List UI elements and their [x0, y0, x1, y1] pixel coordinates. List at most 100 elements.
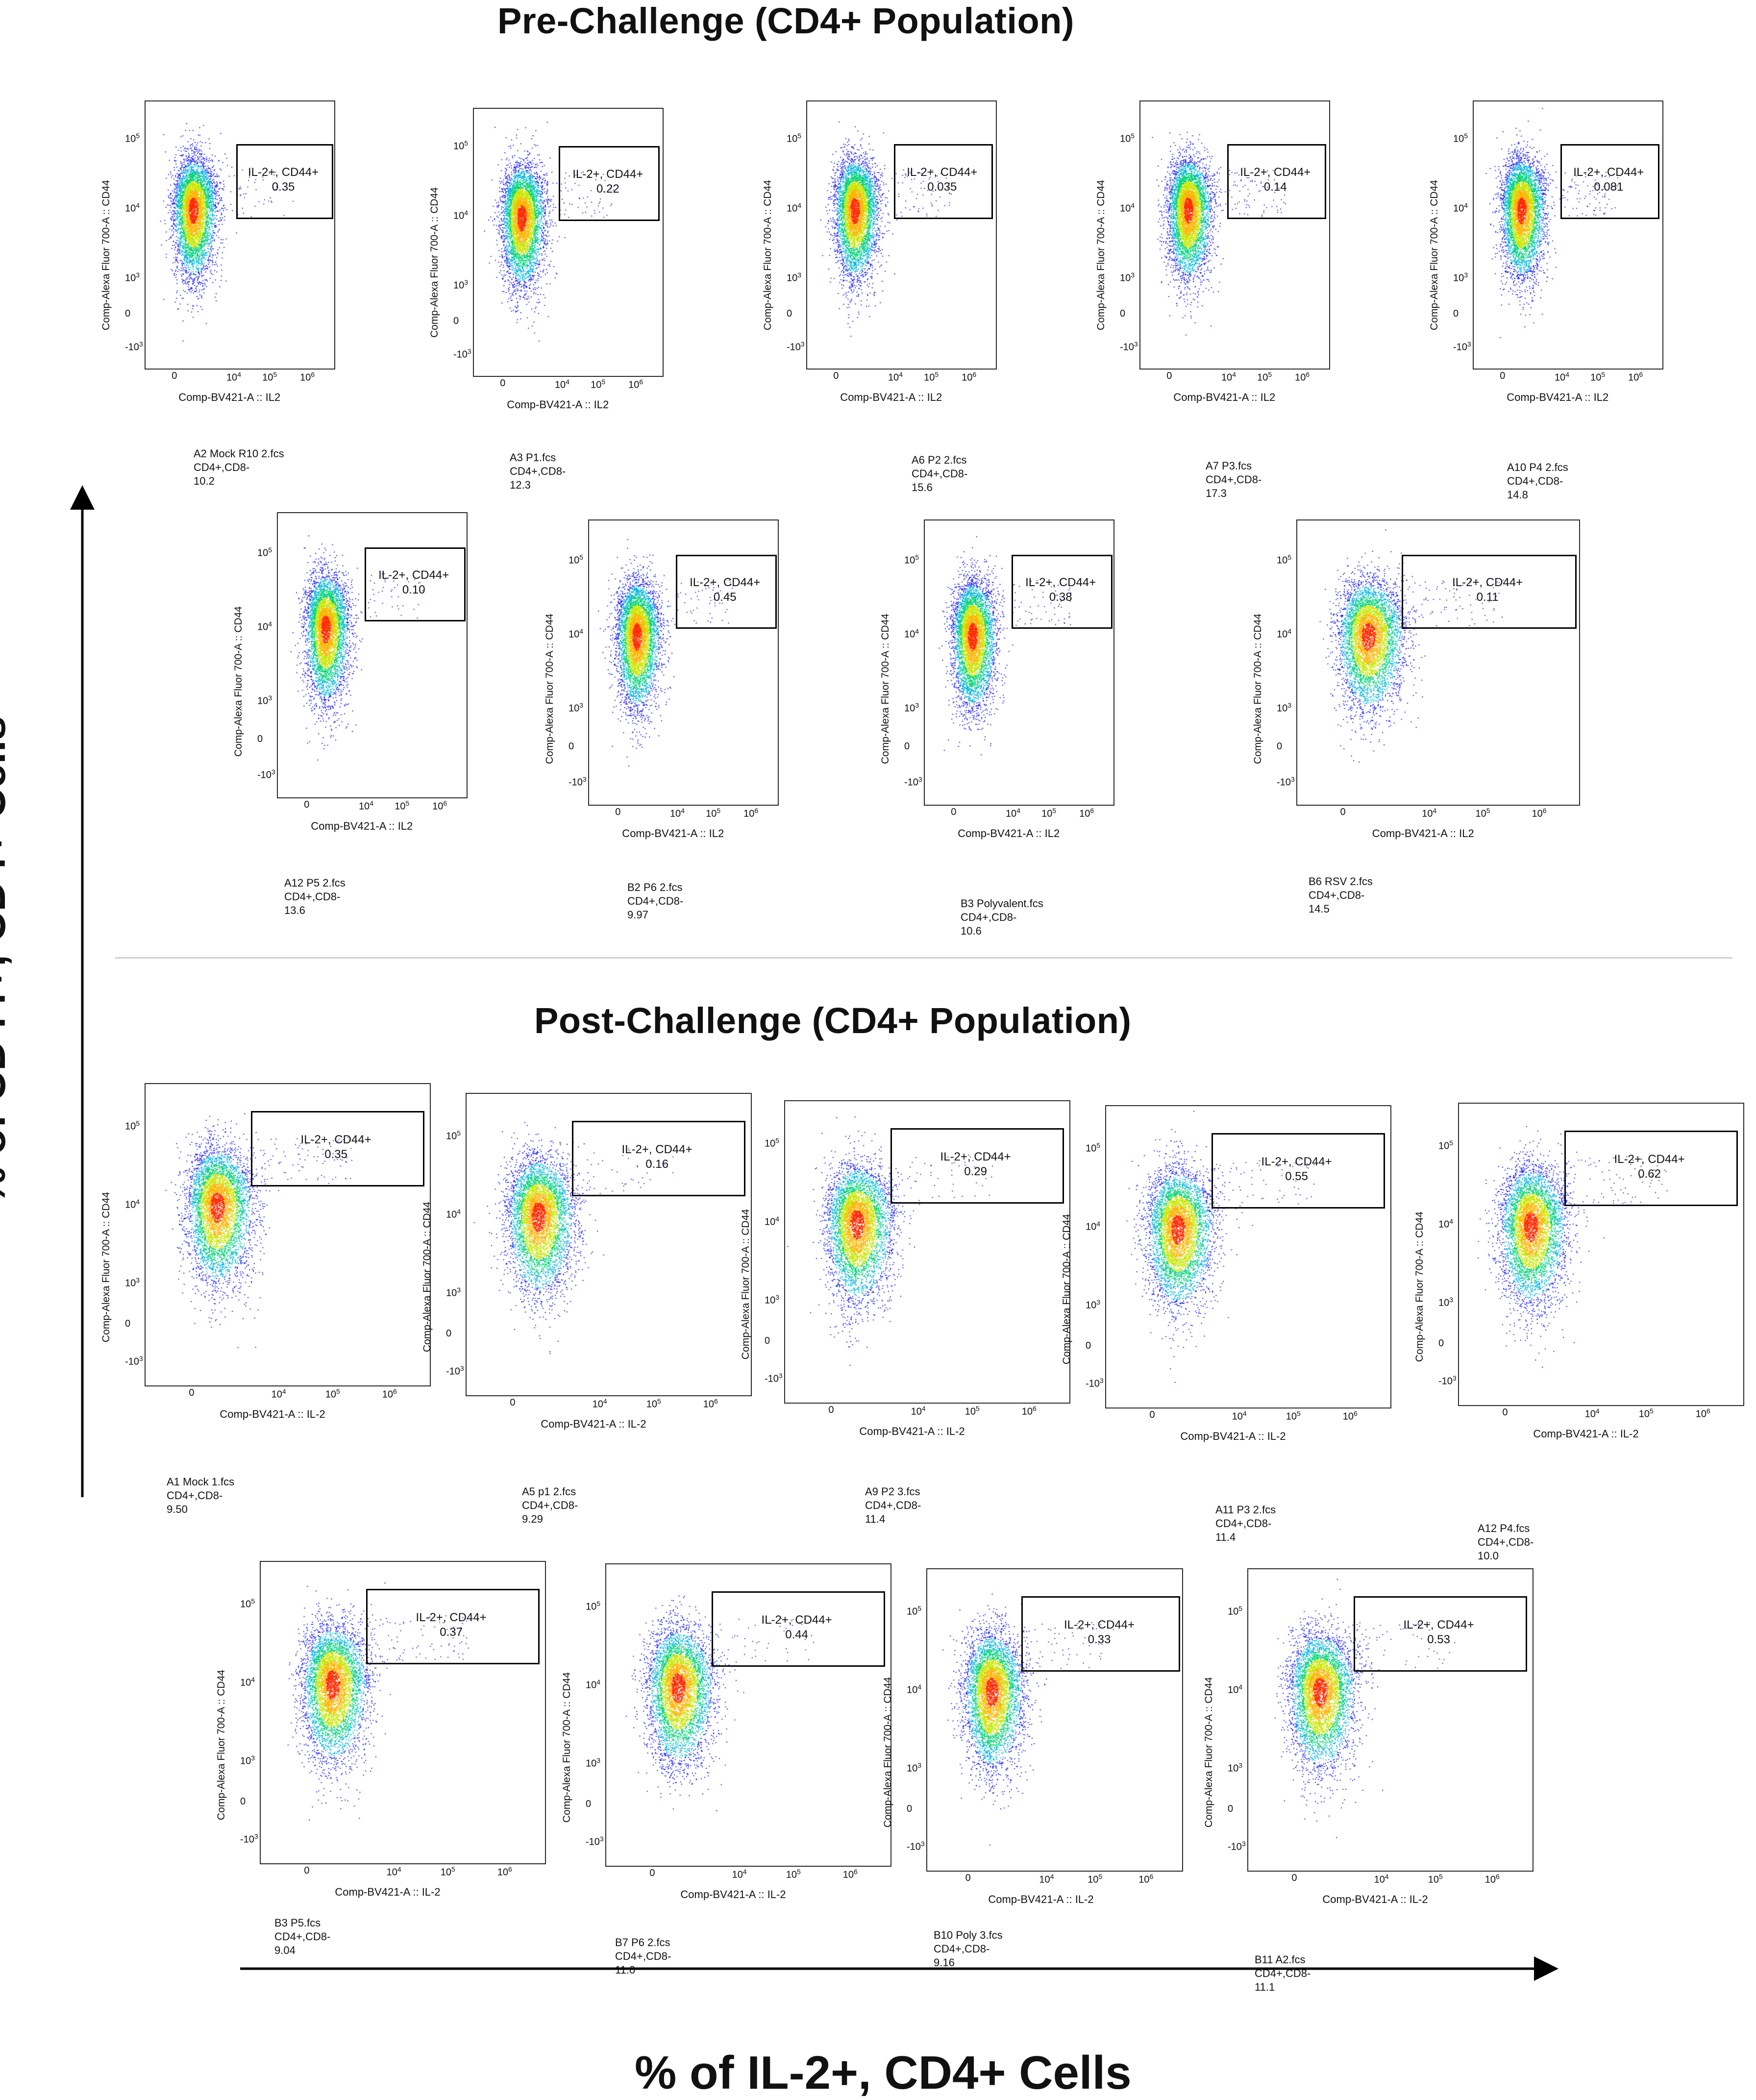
y-tick-label: 104	[1277, 627, 1292, 640]
gate-name: IL-2+, CD44+	[416, 1610, 487, 1624]
caption-title: A10 P4 2.fcs	[1507, 461, 1568, 473]
x-axis-label: Comp-BV421-A :: IL-2	[680, 1888, 786, 1901]
y-tick-label: -103	[569, 775, 587, 788]
caption-population: CD4+,CD8-	[961, 911, 1017, 923]
gate-percentage: 0.11	[1476, 591, 1499, 604]
gate-name: IL-2+, CD44+	[572, 168, 643, 181]
y-tick-label: 105	[1228, 1605, 1243, 1617]
y-tick-label: 104	[765, 1215, 780, 1228]
x-tick-label: 105	[924, 371, 939, 383]
density-scatter	[925, 520, 1113, 805]
y-axis-label: Comp-Alexa Fluor 700-A :: CD44	[882, 1677, 893, 1828]
y-tick-label: 104	[907, 1683, 922, 1696]
gate-name: IL-2+, CD44+	[690, 576, 761, 590]
y-tick-label: -103	[1453, 340, 1471, 353]
y-tick-label: 105	[1453, 132, 1468, 145]
y-tick-label: 0	[569, 741, 574, 752]
caption-population-value: 9.16	[934, 1956, 955, 1969]
gate-percentage: 0.38	[1049, 591, 1072, 604]
x-tick-label: 106	[300, 371, 315, 383]
caption-population: CD4+,CD8-	[1309, 889, 1365, 901]
caption-population-value: 17.3	[1206, 487, 1227, 499]
y-tick-label: 104	[125, 1198, 140, 1211]
x-tick-label: 104	[888, 371, 903, 383]
x-tick-label: 105	[786, 1868, 801, 1880]
y-tick-label: 103	[1453, 271, 1468, 284]
density-scatter	[1248, 1569, 1533, 1871]
caption-population-value: 10.0	[1478, 1550, 1499, 1562]
x-axis-label: Comp-BV421-A :: IL-2	[541, 1418, 646, 1430]
sample-caption: A5 p1 2.fcs CD4+,CD8- 9.29	[522, 1485, 578, 1526]
y-tick-label: 103	[1228, 1761, 1243, 1774]
sample-caption: A9 P2 3.fcs CD4+,CD8- 11.4	[865, 1485, 921, 1526]
x-tick-label: 106	[1484, 1873, 1500, 1885]
gate-name: IL-2+, CD44+	[940, 1150, 1011, 1163]
x-tick-label: 104	[592, 1397, 607, 1410]
y-tick-label: 0	[240, 1796, 246, 1807]
gate-name: IL-2+, CD44+	[378, 568, 449, 582]
y-tick-label: -103	[446, 1364, 464, 1377]
y-tick-label: -103	[453, 347, 471, 361]
x-axis-label: Comp-BV421-A :: IL-2	[988, 1893, 1094, 1905]
density-scatter	[467, 1094, 751, 1395]
x-tick-label: 104	[554, 378, 569, 391]
x-tick-label: 0	[828, 1405, 834, 1415]
x-axis-label: Comp-BV421-A :: IL2	[622, 827, 724, 840]
x-tick-label: 105	[1638, 1407, 1654, 1420]
gate-box	[365, 547, 466, 621]
y-tick-label: 104	[125, 201, 140, 214]
density-scatter	[261, 1562, 545, 1863]
gate-name: IL-2+, CD44+	[248, 166, 319, 179]
x-tick-label: 0	[649, 1868, 655, 1878]
x-tick-label: 104	[358, 799, 373, 812]
y-tick-label: 104	[569, 627, 584, 640]
x-tick-label: 104	[386, 1865, 401, 1878]
x-tick-label: 106	[703, 1397, 718, 1410]
y-tick-label: 104	[240, 1676, 255, 1688]
y-tick-label: 104	[1086, 1220, 1101, 1233]
y-tick-label: -103	[907, 1839, 925, 1853]
y-tick-label: 0	[1228, 1804, 1234, 1814]
y-tick-label: -103	[1120, 340, 1138, 353]
x-axis-label: Comp-BV421-A :: IL2	[958, 827, 1060, 840]
y-axis-label: Comp-Alexa Fluor 700-A :: CD44	[1252, 613, 1263, 764]
x-tick-label: 106	[1532, 807, 1547, 819]
y-tick-label: 105	[125, 132, 140, 145]
x-tick-label: 106	[497, 1865, 512, 1878]
gate-box	[236, 144, 334, 220]
y-axis-label: Comp-Alexa Fluor 700-A :: CD44	[880, 613, 891, 764]
gate-box	[711, 1591, 885, 1667]
plot-frame: IL-2+, CD44+ 0.35	[145, 1083, 431, 1386]
x-tick-label: 105	[1286, 1409, 1301, 1422]
sample-caption: B11 A2.fcs CD4+,CD8- 11.1	[1255, 1953, 1311, 1994]
y-tick-label: 104	[257, 620, 272, 633]
sample-caption: B3 P5.fcs CD4+,CD8- 9.04	[274, 1916, 330, 1957]
caption-population-value: 11.0	[615, 1964, 636, 1976]
density-scatter	[1459, 1104, 1743, 1405]
x-tick-label: 105	[1088, 1873, 1103, 1885]
y-tick-label: -103	[586, 1834, 604, 1848]
caption-population: CD4+,CD8-	[1206, 473, 1262, 486]
y-axis-label: Comp-Alexa Fluor 700-A :: CD44	[233, 606, 244, 757]
y-tick-label: -103	[1086, 1376, 1104, 1389]
caption-title: A1 Mock 1.fcs	[167, 1476, 235, 1488]
caption-title: B3 Polyvalent.fcs	[961, 897, 1043, 910]
y-tick-label: 0	[907, 1804, 913, 1814]
gate-box	[366, 1589, 540, 1664]
y-tick-label: 105	[453, 139, 469, 152]
y-tick-label: 103	[125, 271, 140, 284]
x-axis-label: Comp-BV421-A :: IL2	[311, 820, 413, 832]
y-tick-label: 103	[125, 1276, 140, 1289]
y-tick-label: 105	[765, 1136, 780, 1149]
gate-name: IL-2+, CD44+	[1573, 166, 1644, 179]
x-tick-label: 105	[706, 807, 721, 819]
caption-population-value: 10.6	[961, 925, 982, 937]
x-tick-label: 105	[395, 799, 410, 812]
x-tick-label: 0	[510, 1397, 516, 1408]
y-axis-label: Comp-Alexa Fluor 700-A :: CD44	[100, 179, 112, 330]
y-tick-label: 103	[1277, 701, 1292, 714]
y-tick-label: 105	[569, 553, 584, 566]
y-axis-label: Comp-Alexa Fluor 700-A :: CD44	[429, 187, 440, 338]
caption-title: A11 P3 2.fcs	[1215, 1504, 1276, 1516]
x-tick-label: 0	[1291, 1873, 1297, 1883]
